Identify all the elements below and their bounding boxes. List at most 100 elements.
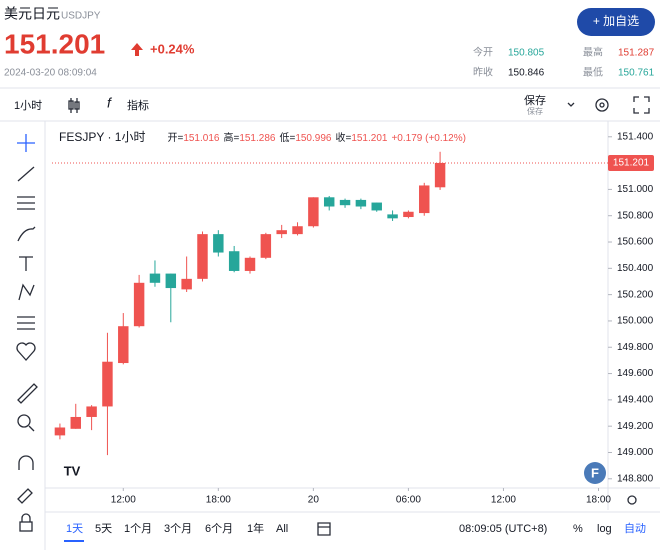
candle-body (419, 185, 430, 214)
range-button[interactable]: 5天 (95, 523, 112, 535)
candle-body (228, 251, 240, 271)
y-tick-label: 150.800 (617, 210, 654, 221)
stat-value: 150.805 (508, 48, 545, 59)
range-button[interactable]: 6个月 (205, 522, 233, 535)
range-button[interactable]: 3个月 (164, 522, 192, 535)
legend-item: 开= (167, 133, 183, 144)
candle-body (276, 230, 287, 235)
candle-body (244, 257, 256, 271)
legend-item: 151.016 (183, 133, 220, 144)
fullscreen-button[interactable] (633, 96, 650, 114)
stat-label: 最高 (583, 46, 603, 59)
stat-label: 最低 (583, 66, 603, 79)
candle-body (213, 234, 224, 253)
settings-icon (599, 102, 605, 108)
candle-body (323, 197, 335, 207)
y-tick-label: 149.000 (617, 447, 654, 458)
y-tick-label: 150.400 (617, 263, 654, 274)
x-tick-label: 18:00 (206, 495, 231, 506)
candle-body (434, 162, 446, 188)
y-tick-label: 150.000 (617, 316, 654, 327)
chart-type-button[interactable] (68, 98, 80, 113)
y-tick-label: 151.000 (617, 184, 654, 195)
x-tick-label: 12:00 (111, 495, 136, 506)
watch-button-label[interactable]: + 加自选 (593, 14, 639, 28)
tool-icons[interactable] (16, 134, 38, 532)
y-tick-label: 149.600 (617, 368, 654, 379)
candle-body (197, 234, 208, 279)
date-range-button[interactable] (317, 522, 331, 536)
stat-value: 151.287 (618, 48, 655, 59)
candle-body (102, 361, 113, 407)
candle-body (308, 197, 319, 227)
save-menu[interactable] (567, 102, 575, 107)
up-arrow (131, 43, 143, 56)
y-tick-label: 149.200 (617, 421, 654, 432)
candle-body (181, 278, 192, 290)
last-price-label: 151.201 (613, 158, 650, 169)
log-toggle[interactable]: log (597, 523, 612, 535)
y-tick-label: 148.800 (617, 473, 654, 484)
candle-body (387, 214, 398, 219)
save-sub: 保存 (527, 106, 543, 116)
range-button[interactable]: 1年 (247, 521, 264, 535)
range-bar: 1天 5天 1个月 3个月 6个月 1年 All (64, 521, 288, 542)
legend-item: 低= (279, 131, 295, 144)
candle-body (165, 273, 177, 289)
y-tick-label: 150.200 (617, 289, 654, 300)
auto-toggle[interactable]: 自动 (624, 522, 646, 535)
y-tick-label: 150.600 (617, 237, 654, 248)
watch-button[interactable] (577, 8, 655, 36)
stat-label: 昨收 (473, 66, 493, 79)
instrument-code: USDJPY (61, 11, 101, 22)
y-tick-label: 149.800 (617, 342, 654, 353)
legend-item: 收= (335, 131, 351, 144)
candle-body (118, 326, 129, 364)
candle-body (260, 234, 272, 258)
timestamp: 2024-03-20 08:09:04 (4, 68, 97, 79)
candle-body (149, 273, 161, 283)
save-button[interactable]: 保存 (524, 93, 546, 107)
candle-body (403, 211, 414, 218)
y-tick-label: 151.400 (617, 131, 654, 142)
x-tick-label: 12:00 (491, 495, 516, 506)
candle-body (339, 199, 351, 206)
legend-item: +0.179 (+0.12%) (391, 133, 466, 144)
candle-body (355, 199, 367, 207)
range-button[interactable]: 1个月 (124, 522, 152, 535)
y-tick-label: 149.400 (617, 395, 654, 406)
x-tick-label: 20 (308, 495, 320, 506)
legend-text: FESJPY · 1小时 开=151.016 高=151.286 低=150.996 收… (59, 130, 466, 144)
price: 151.201 (4, 28, 105, 59)
legend-item: FESJPY · 1小时 (59, 130, 145, 144)
stat-value: 150.846 (508, 68, 545, 79)
candle-body (70, 416, 81, 429)
legend: FESJPY · 1小时 开=151.016 高=151.286 低=150.996 收… (59, 130, 466, 144)
interval-button[interactable]: 1小时 (14, 99, 42, 112)
stat-value: 150.761 (618, 68, 655, 79)
candle-body (133, 282, 145, 327)
legend-item: 150.996 (295, 133, 332, 144)
instrument-name: 美元日元 (4, 6, 60, 22)
axis-settings[interactable] (627, 495, 637, 505)
candle-body (292, 226, 303, 235)
brand-badge-letter: F (591, 465, 599, 480)
legend-item: 高= (223, 131, 239, 144)
candle-body (371, 202, 382, 211)
settings-button[interactable] (595, 98, 609, 112)
stat-label: 今开 (473, 46, 493, 59)
brand-badge (584, 462, 606, 484)
fx-icon[interactable]: f (107, 95, 113, 111)
legend-item: 151.286 (239, 133, 276, 144)
price-change: +0.24% (150, 41, 195, 56)
range-button[interactable]: All (276, 523, 288, 535)
percent-toggle[interactable]: % (573, 523, 583, 535)
clock: 08:09:05 (UTC+8) (459, 523, 547, 535)
legend-item: 151.201 (351, 133, 388, 144)
candle-body (54, 427, 66, 436)
indicators-button[interactable]: 指标 (127, 98, 149, 112)
x-tick-label: 06:00 (396, 495, 421, 506)
logo: TV (64, 463, 81, 478)
range-button[interactable]: 1天 (66, 523, 83, 535)
